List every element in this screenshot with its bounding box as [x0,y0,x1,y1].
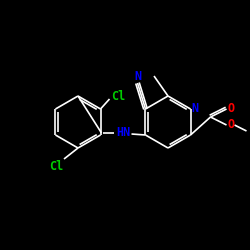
Text: N: N [191,102,198,114]
Text: Cl: Cl [49,160,63,172]
Text: O: O [228,102,235,114]
Text: N: N [134,70,141,82]
Text: O: O [228,118,235,132]
Text: Cl: Cl [112,90,126,104]
Text: HN: HN [116,126,130,140]
